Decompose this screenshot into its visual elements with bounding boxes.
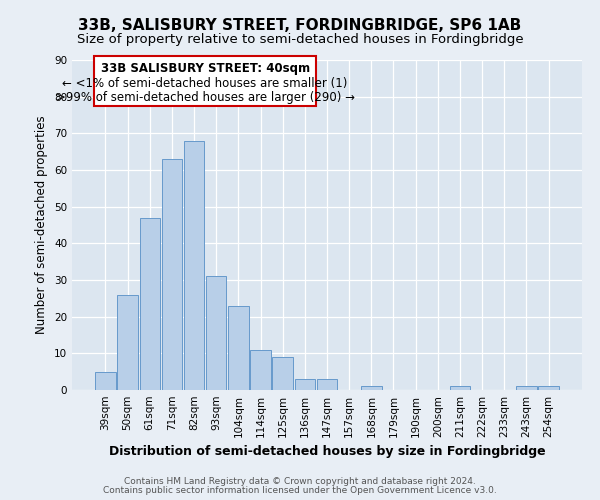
Bar (361, 386, 382, 390)
Bar (538, 386, 559, 390)
Bar (250, 350, 271, 390)
Bar (295, 379, 315, 390)
Bar (140, 218, 160, 390)
Bar (118, 294, 138, 390)
Text: 33B SALISBURY STREET: 40sqm: 33B SALISBURY STREET: 40sqm (101, 62, 310, 75)
Bar (450, 386, 470, 390)
Y-axis label: Number of semi-detached properties: Number of semi-detached properties (35, 116, 49, 334)
Text: ← <1% of semi-detached houses are smaller (1): ← <1% of semi-detached houses are smalle… (62, 76, 348, 90)
Bar (272, 357, 293, 390)
Text: Contains public sector information licensed under the Open Government Licence v3: Contains public sector information licen… (103, 486, 497, 495)
Bar (516, 386, 536, 390)
Text: Size of property relative to semi-detached houses in Fordingbridge: Size of property relative to semi-detach… (77, 32, 523, 46)
X-axis label: Distribution of semi-detached houses by size in Fordingbridge: Distribution of semi-detached houses by … (109, 446, 545, 458)
Bar (317, 379, 337, 390)
Bar (228, 306, 248, 390)
Bar (184, 140, 204, 390)
Text: >99% of semi-detached houses are larger (290) →: >99% of semi-detached houses are larger … (56, 91, 355, 104)
Text: 33B, SALISBURY STREET, FORDINGBRIDGE, SP6 1AB: 33B, SALISBURY STREET, FORDINGBRIDGE, SP… (79, 18, 521, 32)
Bar (95, 372, 116, 390)
Bar (161, 159, 182, 390)
FancyBboxPatch shape (94, 56, 316, 106)
Text: Contains HM Land Registry data © Crown copyright and database right 2024.: Contains HM Land Registry data © Crown c… (124, 477, 476, 486)
Bar (206, 276, 226, 390)
